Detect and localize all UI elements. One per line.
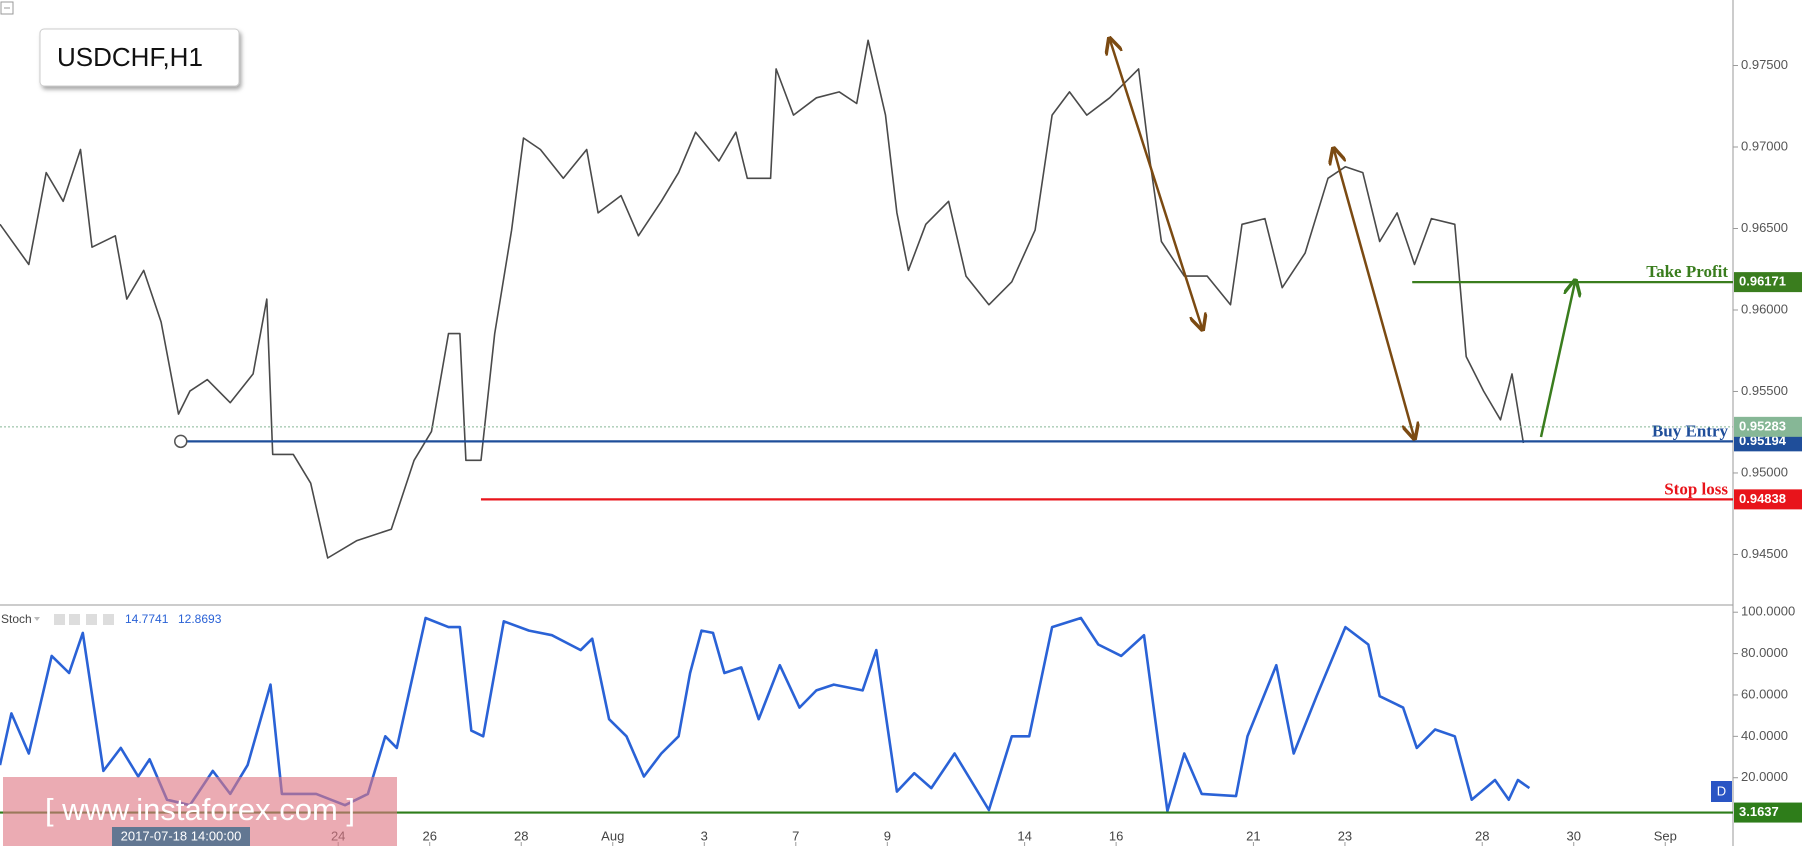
chart-title: USDCHF,H1 <box>57 42 203 72</box>
icon[interactable] <box>86 614 97 625</box>
collapse-icon[interactable] <box>0 1 14 15</box>
price-panel: 0.94500 0.95000 0.95500 0.96000 0.96500 0.970… <box>0 39 1802 561</box>
y-tick-label: 0.97500 <box>1741 57 1788 72</box>
x-tick-label: 9 <box>884 828 891 843</box>
x-tick-label: 23 <box>1338 828 1352 843</box>
arrow <box>1110 40 1202 328</box>
x-tick-label: 14 <box>1017 828 1031 843</box>
x-tick-label: 30 <box>1567 828 1581 843</box>
level-label: Take Profit <box>1646 262 1728 281</box>
y-tick-label: 100.0000 <box>1741 604 1795 619</box>
y-tick-label: 60.0000 <box>1741 686 1788 701</box>
level-value: 0.94838 <box>1739 491 1786 506</box>
icon[interactable] <box>103 614 114 625</box>
level-value: 0.96171 <box>1739 274 1786 289</box>
level-label: Buy Entry <box>1652 421 1729 440</box>
arrow <box>1539 282 1575 438</box>
y-tick-label: 0.96500 <box>1741 220 1788 235</box>
y-tick-label: 40.0000 <box>1741 728 1788 743</box>
y-tick-label: 20.0000 <box>1741 769 1788 784</box>
icon[interactable] <box>54 614 65 625</box>
dropdown-icon[interactable] <box>34 617 40 621</box>
y-tick-label: 0.96000 <box>1741 301 1788 316</box>
series-line <box>0 39 1525 559</box>
level-value-box <box>1734 416 1802 437</box>
level-value-box <box>1734 489 1802 510</box>
x-tick-label: 21 <box>1246 828 1260 843</box>
y-tick-label: 0.95500 <box>1741 383 1788 398</box>
level-label: Stop loss <box>1664 479 1728 498</box>
x-tick-label: Sep <box>1654 828 1677 843</box>
level-value-box <box>1734 802 1802 823</box>
x-tick-label: 28 <box>514 828 528 843</box>
x-tick-label: Aug <box>601 828 624 843</box>
indicator-reading: 12.8693 <box>178 612 222 626</box>
x-tick-label: 7 <box>792 828 799 843</box>
title-box <box>39 28 240 87</box>
level-value-box <box>1734 272 1802 293</box>
y-tick-label: 80.0000 <box>1741 645 1788 660</box>
crosshair-label: 2017-07-18 14:00:00 <box>121 828 242 843</box>
y-tick-label: 0.94500 <box>1741 546 1788 561</box>
x-tick-label: 28 <box>1475 828 1489 843</box>
x-tick-label: 3 <box>701 828 708 843</box>
level-value: 0.95283 <box>1739 418 1786 433</box>
badge[interactable]: D <box>1717 783 1726 798</box>
indicator-reading: 14.7741 <box>125 612 169 626</box>
badge-box[interactable] <box>1711 781 1732 802</box>
y-tick-label: 0.97000 <box>1741 138 1788 153</box>
icon[interactable] <box>69 614 80 625</box>
level-value: 3.1637 <box>1739 804 1779 819</box>
watermark: [ www.instaforex.com ] <box>45 792 355 827</box>
anchor-point <box>174 434 188 449</box>
y-tick-label: 0.95000 <box>1741 464 1788 479</box>
x-tick-label: 16 <box>1109 828 1123 843</box>
crosshair-label-box <box>112 827 250 846</box>
x-tick-label: 26 <box>422 828 436 843</box>
arrow <box>1334 150 1414 437</box>
indicator-name: Stoch <box>1 612 32 626</box>
